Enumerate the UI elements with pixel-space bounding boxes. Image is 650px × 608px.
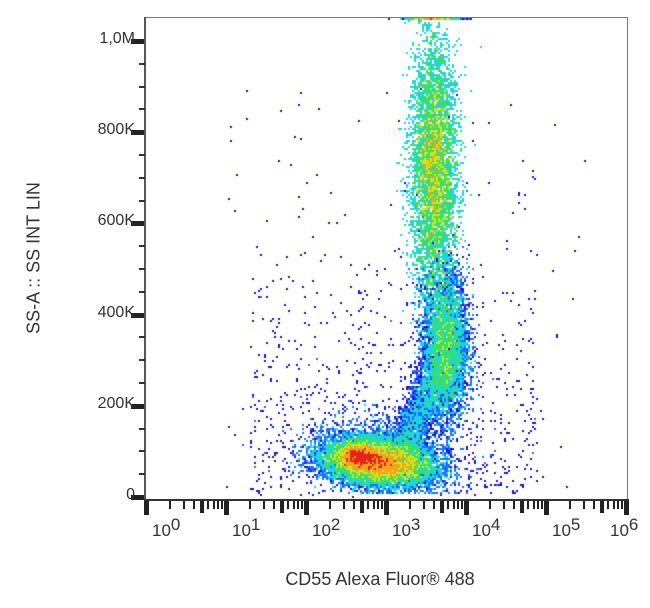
y-minor-tick <box>139 382 145 384</box>
x-minor-tick <box>273 501 276 509</box>
x-minor-tick <box>212 501 215 509</box>
x-minor-tick <box>537 501 540 509</box>
x-minor-tick <box>297 501 300 509</box>
y-major-tick <box>131 130 144 136</box>
x-minor-tick <box>287 501 290 509</box>
x-minor-tick <box>513 501 516 509</box>
x-minor-tick <box>169 501 172 509</box>
x-axis-line <box>144 499 629 501</box>
x-minor-tick <box>367 501 370 509</box>
y-tick-label: 400K <box>97 303 135 321</box>
y-tick-label: 0 <box>126 486 135 503</box>
x-minor-tick <box>279 501 284 513</box>
x-minor-tick <box>583 501 586 509</box>
x-major-tick <box>464 501 469 515</box>
y-minor-tick <box>139 359 145 362</box>
x-minor-tick <box>409 501 412 509</box>
y-tick-label: 600K <box>97 212 135 230</box>
y-minor-tick <box>139 427 145 430</box>
x-minor-tick <box>343 501 346 509</box>
x-minor-tick <box>593 501 596 509</box>
x-minor-tick <box>329 501 332 509</box>
y-minor-tick <box>139 199 145 202</box>
x-minor-tick <box>207 501 210 509</box>
y-minor-tick <box>139 85 145 88</box>
x-minor-tick <box>377 501 380 509</box>
x-minor-tick <box>381 501 384 509</box>
x-minor-tick <box>503 501 506 509</box>
x-minor-tick <box>541 501 544 509</box>
y-tick-label: 800K <box>97 121 135 139</box>
x-minor-tick <box>217 501 220 509</box>
x-minor-tick <box>199 501 204 513</box>
x-major-tick <box>384 501 389 515</box>
x-minor-tick <box>183 501 186 509</box>
y-tick-label: 1,0M <box>99 30 135 47</box>
x-minor-tick <box>519 501 524 513</box>
y-minor-tick <box>139 245 145 248</box>
x-major-tick <box>544 501 549 515</box>
y-minor-tick <box>139 62 145 65</box>
x-minor-tick <box>617 501 620 509</box>
x-minor-tick <box>461 501 464 509</box>
y-minor-tick <box>139 176 145 179</box>
y-axis-title: SS-A :: SS INT LIN <box>23 182 44 334</box>
x-minor-tick <box>452 501 455 509</box>
x-tick-label: 102 <box>312 515 341 540</box>
x-minor-tick <box>447 501 450 509</box>
y-minor-tick <box>139 450 145 453</box>
x-minor-tick <box>569 501 572 509</box>
y-major-tick <box>131 39 144 44</box>
x-minor-tick <box>292 501 295 509</box>
x-tick-label: 101 <box>232 515 261 540</box>
y-minor-tick <box>139 108 145 111</box>
y-minor-tick <box>139 268 145 270</box>
x-tick-label: 105 <box>552 515 581 540</box>
y-axis-line <box>144 17 146 501</box>
x-minor-tick <box>353 501 356 509</box>
y-minor-tick <box>139 473 145 476</box>
x-tick-label: 100 <box>152 515 181 540</box>
x-minor-tick <box>527 501 530 509</box>
x-minor-tick <box>607 501 610 509</box>
x-minor-tick <box>532 501 535 509</box>
x-axis-title: CD55 Alexa Fluor® 488 <box>285 569 475 589</box>
y-minor-tick <box>139 154 145 156</box>
x-tick-label: 104 <box>472 515 501 540</box>
x-minor-tick <box>249 501 252 509</box>
x-minor-tick <box>439 501 444 513</box>
x-minor-tick <box>193 501 196 509</box>
y-tick-label: 200K <box>97 394 135 412</box>
x-major-tick <box>304 501 309 515</box>
x-minor-tick <box>221 501 224 509</box>
x-minor-tick <box>359 501 364 513</box>
y-major-tick <box>131 312 144 318</box>
y-major-tick <box>131 403 144 409</box>
x-major-tick <box>144 501 149 515</box>
x-minor-tick <box>301 501 304 509</box>
x-major-tick <box>224 501 229 515</box>
x-minor-tick <box>423 501 426 509</box>
x-minor-tick <box>599 501 604 513</box>
x-tick-label: 103 <box>392 515 421 540</box>
y-major-tick <box>131 495 144 500</box>
x-minor-tick <box>457 501 460 509</box>
x-major-tick <box>624 501 629 515</box>
density-dot-plot <box>146 18 628 500</box>
y-minor-tick <box>139 290 145 293</box>
x-minor-tick <box>372 501 375 509</box>
x-minor-tick <box>433 501 436 509</box>
x-minor-tick <box>621 501 624 509</box>
y-minor-tick <box>139 336 145 339</box>
x-tick-label: 106 <box>610 515 639 540</box>
x-minor-tick <box>263 501 266 509</box>
y-major-tick <box>131 221 144 227</box>
x-minor-tick <box>612 501 615 509</box>
x-minor-tick <box>489 501 492 509</box>
